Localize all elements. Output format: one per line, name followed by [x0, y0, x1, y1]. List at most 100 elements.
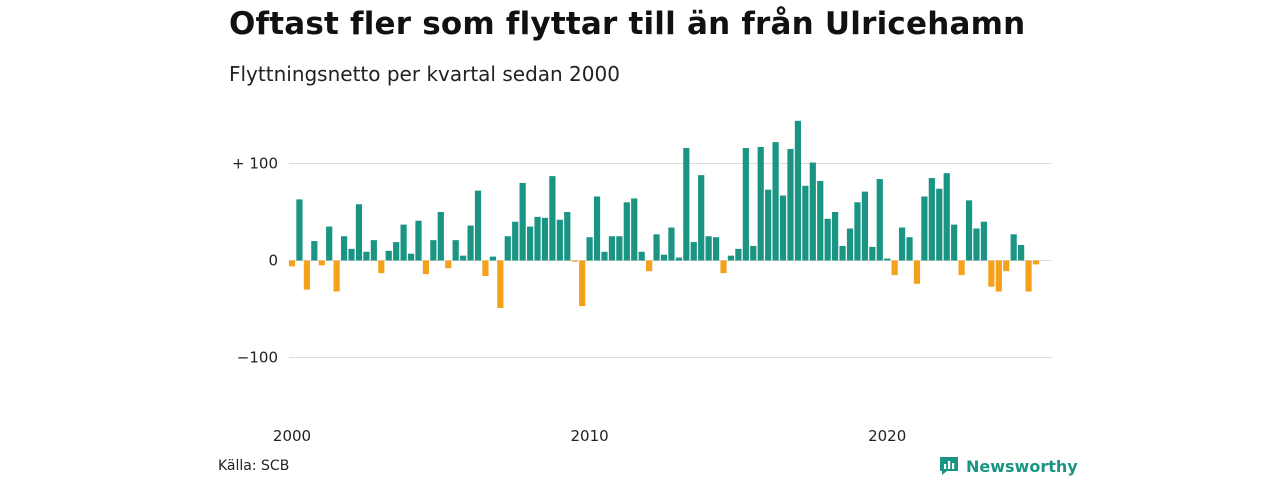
bar [400, 224, 407, 261]
bar [385, 250, 392, 261]
bar [690, 242, 697, 261]
bar [1010, 234, 1017, 261]
bar [512, 221, 519, 261]
bar [474, 190, 482, 261]
bar [750, 245, 757, 261]
bar [1003, 260, 1010, 272]
bar [623, 202, 630, 261]
bar [787, 148, 794, 261]
bar [593, 196, 601, 261]
bar [326, 226, 333, 261]
bar [519, 182, 526, 261]
x-tick-label: 2020 [868, 427, 906, 445]
bar [1025, 260, 1032, 292]
bar [735, 248, 742, 261]
bar [311, 241, 318, 261]
bar [497, 260, 504, 309]
bar [660, 254, 668, 261]
newsworthy-logo-icon [940, 457, 958, 475]
bars [288, 120, 1040, 309]
bar [705, 236, 712, 261]
bar [988, 260, 995, 287]
bar [526, 226, 534, 261]
bar [765, 189, 772, 261]
bar [965, 200, 973, 261]
bar [839, 245, 846, 261]
bar [534, 216, 541, 261]
source-note: Källa: SCB [218, 458, 290, 474]
bar [541, 217, 549, 261]
bar [318, 260, 325, 266]
bar [638, 251, 645, 261]
x-tick-label: 2010 [571, 427, 609, 445]
y-tick-label: + 100 [232, 155, 278, 173]
bar [779, 195, 787, 261]
bar [951, 224, 958, 261]
bar [698, 175, 705, 261]
bar [757, 147, 764, 261]
chart-subtitle: Flyttningsnetto per kvartal sedan 2000 [229, 62, 620, 86]
bar [482, 260, 489, 277]
bar [683, 147, 690, 261]
bar [876, 179, 883, 261]
bar [393, 242, 400, 261]
y-tick-label: −100 [237, 349, 278, 367]
bar [370, 240, 377, 261]
bar [415, 220, 422, 261]
bar [586, 237, 593, 261]
bar [772, 142, 779, 261]
bar [489, 256, 496, 261]
y-axis-ticks: + 100 0 −100 [232, 155, 278, 367]
bar [601, 251, 608, 261]
bar [861, 191, 868, 261]
bar [288, 260, 296, 267]
bar [653, 234, 660, 261]
bar [303, 260, 310, 290]
bar [460, 255, 467, 261]
bar [296, 199, 303, 261]
bar [631, 198, 638, 261]
bar [802, 185, 809, 261]
bar [891, 260, 898, 276]
bar [712, 237, 720, 261]
bar [378, 260, 385, 274]
y-tick-label: 0 [268, 252, 278, 270]
bar [340, 236, 348, 261]
bar [906, 237, 913, 261]
bar [824, 218, 831, 261]
bar [817, 180, 824, 261]
bar [973, 228, 980, 261]
bar [913, 260, 921, 284]
bar [355, 204, 363, 261]
bar [564, 212, 571, 261]
bar [928, 178, 935, 261]
bar [884, 258, 891, 261]
bar [794, 120, 802, 261]
bar [980, 221, 988, 261]
bar [556, 219, 563, 261]
bar [571, 260, 578, 262]
x-axis-ticks: 2000 2010 2020 [273, 427, 906, 445]
bar [467, 225, 474, 261]
bar [1018, 244, 1025, 261]
bar [846, 228, 854, 261]
bar [898, 227, 906, 261]
bar [646, 260, 653, 272]
brand-logo: Newsworthy [938, 455, 1078, 477]
bar [333, 260, 340, 292]
bar [668, 227, 675, 261]
bar [832, 212, 839, 261]
bar [579, 260, 586, 307]
bar [958, 260, 965, 276]
bar [437, 212, 444, 261]
bar [504, 236, 511, 261]
x-tick-label: 2000 [273, 427, 311, 445]
bar [616, 236, 623, 261]
bar [675, 257, 682, 261]
bar [727, 255, 735, 261]
bar [407, 253, 415, 261]
bar [348, 248, 355, 261]
bar [943, 173, 950, 261]
bar [921, 196, 928, 261]
